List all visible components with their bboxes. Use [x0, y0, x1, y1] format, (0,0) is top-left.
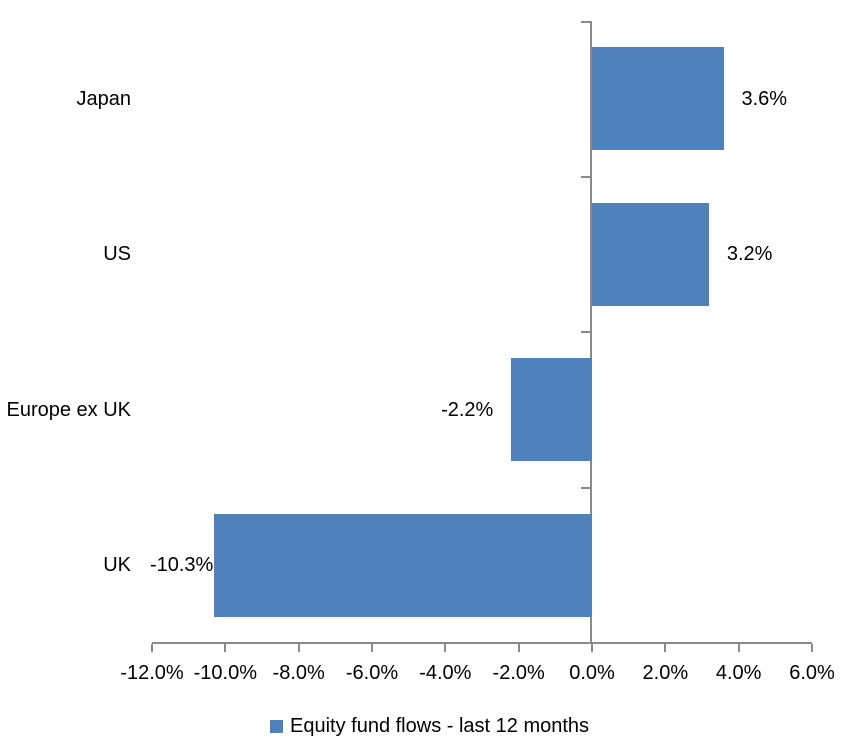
bar-japan: [592, 47, 724, 151]
category-tick: [581, 21, 590, 23]
value-label-uk: -10.3%: [149, 554, 214, 577]
x-tick-label: -12.0%: [120, 662, 184, 684]
category-tick: [581, 486, 590, 489]
x-tick: [811, 644, 813, 652]
category-label-us: US: [103, 243, 131, 266]
bar-europe-ex-uk: [511, 358, 592, 462]
x-tick: [517, 644, 520, 652]
x-tick-label: -8.0%: [272, 662, 325, 684]
bar-us: [592, 202, 710, 306]
x-tick-label: -10.0%: [193, 662, 258, 684]
category-label-japan: Japan: [76, 87, 132, 110]
x-tick-label: 6.0%: [789, 662, 835, 684]
value-label-europe-ex-uk: -2.2%: [441, 398, 494, 421]
x-axis-line: [152, 642, 812, 644]
x-tick: [664, 644, 667, 652]
x-tick: [444, 644, 447, 652]
x-tick-label: 2.0%: [642, 662, 689, 684]
bar-uk: [214, 513, 592, 617]
x-tick-label: 0.0%: [569, 662, 615, 684]
x-tick-label: -4.0%: [419, 662, 472, 684]
legend: Equity fund flows - last 12 months: [270, 714, 589, 738]
category-label-uk: UK: [103, 554, 131, 577]
legend-series-label: Equity fund flows - last 12 months: [290, 715, 590, 737]
x-tick: [737, 644, 740, 652]
value-label-us: 3.2%: [726, 243, 773, 266]
x-tick: [297, 644, 300, 652]
x-tick: [371, 644, 373, 652]
legend-series-marker-icon: [270, 719, 283, 733]
x-tick: [224, 644, 227, 652]
x-tick-label: 4.0%: [715, 662, 762, 684]
x-tick-label: -6.0%: [345, 662, 399, 684]
x-tick: [591, 644, 593, 652]
category-label-europe-ex-uk: Europe ex UK: [6, 398, 131, 421]
category-tick: [581, 331, 590, 333]
x-tick: [151, 644, 153, 652]
x-tick-label: -2.0%: [492, 662, 545, 684]
value-label-japan: 3.6%: [741, 87, 788, 110]
category-axis-line: [590, 21, 592, 643]
category-tick: [581, 175, 590, 178]
